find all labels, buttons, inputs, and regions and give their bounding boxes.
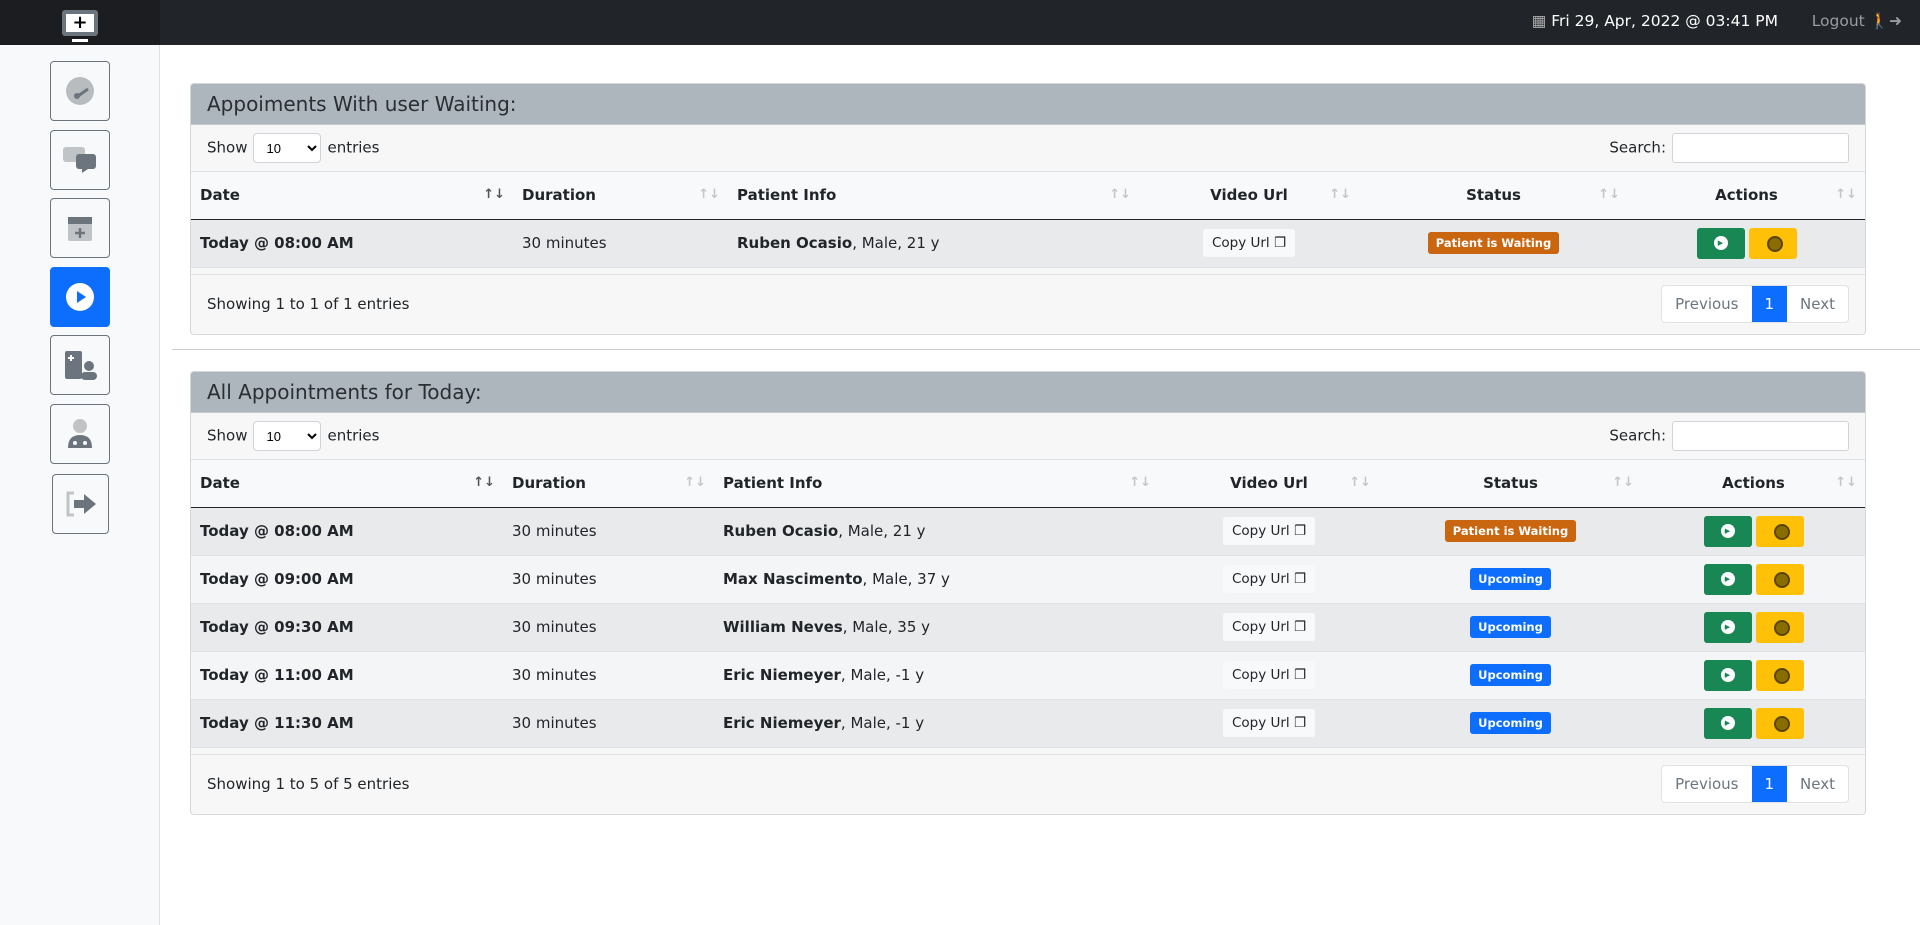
col-status[interactable]: Status ↑↓ — [1379, 460, 1642, 508]
copy-url-button[interactable]: Copy Url ❐ — [1222, 565, 1316, 593]
copy-url-button[interactable]: Copy Url ❐ — [1222, 613, 1316, 641]
status-badge: Upcoming — [1470, 664, 1551, 686]
start-call-button[interactable] — [1703, 659, 1752, 691]
page-size-select[interactable]: 10 — [253, 421, 322, 451]
sidebar-item-patients[interactable] — [50, 335, 110, 395]
copy-icon: ❐ — [1293, 715, 1307, 731]
col-duration[interactable]: Duration ↑↓ — [513, 172, 728, 220]
sign-out-icon — [66, 491, 96, 517]
copy-url-button[interactable]: Copy Url ❐ — [1222, 517, 1316, 545]
start-call-button[interactable] — [1703, 611, 1752, 643]
today-table: Date ↑↓ Duration ↑↓ Patient Info ↑↓ Video U… — [191, 460, 1865, 748]
copy-icon: ❐ — [1293, 667, 1307, 683]
webcam-button[interactable] — [1755, 563, 1804, 595]
sidebar-item-sign-out[interactable] — [52, 474, 109, 534]
webcam-button[interactable] — [1748, 227, 1797, 259]
table-row: Today @ 11:00 AM 30 minutes Eric Niemeye… — [191, 651, 1865, 700]
copy-icon: ❐ — [1293, 571, 1307, 587]
webcam-button[interactable] — [1755, 611, 1804, 643]
col-duration[interactable]: Duration ↑↓ — [503, 460, 714, 508]
waiting-appointments-card: Appoiments With user Waiting: Show 10 entr… — [190, 83, 1866, 335]
logout-link[interactable]: Logout 🚶➜ — [1811, 12, 1902, 30]
previous-button[interactable]: Previous — [1675, 295, 1739, 313]
card-title: All Appointments for Today: — [191, 372, 1865, 413]
copy-url-button[interactable]: Copy Url ❐ — [1222, 709, 1316, 737]
status-badge: Upcoming — [1470, 616, 1551, 638]
copy-icon: ❐ — [1293, 523, 1307, 539]
search-input[interactable] — [1672, 133, 1849, 163]
next-button[interactable]: Next — [1800, 775, 1835, 793]
sidebar-item-dashboard[interactable] — [50, 61, 110, 121]
webcam-button[interactable] — [1755, 707, 1804, 739]
gauge-icon — [66, 77, 94, 105]
waiting-table: Date ↑↓ Duration ↑↓ Patient Info ↑↓ Video U… — [191, 172, 1865, 268]
divider — [172, 349, 1920, 350]
copy-icon: ❐ — [1273, 235, 1287, 251]
table-info: Showing 1 to 5 of 5 entries — [207, 775, 410, 793]
table-row: Today @ 08:00 AM 30 minutes Ruben Ocasio… — [191, 507, 1865, 556]
page-1-button[interactable]: 1 — [1751, 286, 1788, 322]
current-datetime: ▦ Fri 29, Apr, 2022 @ 03:41 PM — [1531, 12, 1778, 30]
previous-button[interactable]: Previous — [1675, 775, 1739, 793]
table-info: Showing 1 to 1 of 1 entries — [207, 295, 410, 313]
start-call-button[interactable] — [1703, 515, 1752, 547]
col-date[interactable]: Date ↑↓ — [191, 172, 513, 220]
status-badge: Upcoming — [1470, 568, 1551, 590]
table-row: Today @ 09:00 AM 30 minutes Max Nascimen… — [191, 555, 1865, 604]
start-call-button[interactable] — [1703, 707, 1752, 739]
col-actions[interactable]: Actions ↑↓ — [1642, 460, 1865, 508]
play-circle-icon — [66, 283, 94, 311]
pagination: Previous 1 Next — [1661, 765, 1849, 803]
today-appointments-card: All Appointments for Today: Show 10 entrie… — [190, 371, 1866, 815]
sidebar-item-doctor[interactable] — [50, 404, 110, 464]
col-patient-info[interactable]: Patient Info ↑↓ — [728, 172, 1139, 220]
start-call-button[interactable] — [1703, 563, 1752, 595]
col-actions[interactable]: Actions ↑↓ — [1628, 172, 1865, 220]
col-date[interactable]: Date ↑↓ — [191, 460, 503, 508]
brand-logo[interactable]: + — [0, 0, 160, 45]
monitor-medical-icon: + — [62, 9, 98, 42]
status-badge: Patient is Waiting — [1427, 232, 1560, 254]
sidebar-item-schedule[interactable] — [50, 198, 110, 258]
col-status[interactable]: Status ↑↓ — [1359, 172, 1628, 220]
calendar-plus-icon — [68, 217, 92, 241]
copy-icon: ❐ — [1293, 619, 1307, 635]
card-title: Appoiments With user Waiting: — [191, 84, 1865, 125]
webcam-button[interactable] — [1755, 659, 1804, 691]
top-navbar: + ▦ Fri 29, Apr, 2022 @ 03:41 PM Logout … — [0, 0, 1920, 45]
walking-exit-icon: 🚶➜ — [1869, 12, 1902, 30]
status-badge: Upcoming — [1470, 712, 1551, 734]
user-doctor-icon — [68, 419, 92, 448]
sidebar-item-video-calls[interactable] — [50, 267, 110, 327]
status-badge: Patient is Waiting — [1444, 520, 1577, 542]
table-row: Today @ 08:00 AM 30 minutes Ruben Ocasio… — [191, 219, 1865, 268]
search-input[interactable] — [1672, 421, 1849, 451]
col-patient-info[interactable]: Patient Info ↑↓ — [714, 460, 1159, 508]
start-call-button[interactable] — [1696, 227, 1745, 259]
copy-url-button[interactable]: Copy Url ❐ — [1222, 661, 1316, 689]
pagination: Previous 1 Next — [1661, 285, 1849, 323]
sidebar-item-messages[interactable] — [50, 130, 110, 190]
col-video-url[interactable]: Video Url ↑↓ — [1139, 172, 1359, 220]
page-1-button[interactable]: 1 — [1751, 766, 1788, 802]
next-button[interactable]: Next — [1800, 295, 1835, 313]
table-row: Today @ 11:30 AM 30 minutes Eric Niemeye… — [191, 699, 1865, 748]
copy-url-button[interactable]: Copy Url ❐ — [1202, 229, 1296, 257]
page-size-select[interactable]: 10 — [253, 133, 322, 163]
col-video-url[interactable]: Video Url ↑↓ — [1159, 460, 1379, 508]
comments-icon — [63, 147, 96, 173]
sidebar — [0, 45, 160, 925]
calendar-icon: ▦ — [1531, 12, 1547, 30]
table-row: Today @ 09:30 AM 30 minutes William Neve… — [191, 603, 1865, 652]
webcam-button[interactable] — [1755, 515, 1804, 547]
medical-file-user-icon — [65, 351, 97, 380]
